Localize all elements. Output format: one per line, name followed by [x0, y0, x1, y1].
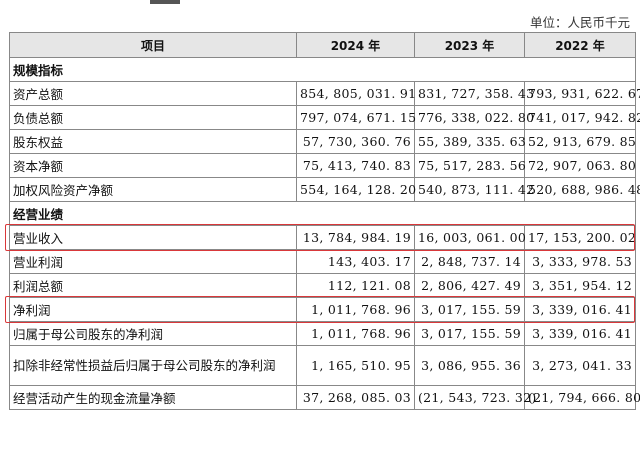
table-row: 股东权益 57, 730, 360. 76 55, 389, 335. 63 52, …	[9, 129, 636, 154]
table-row: 资本净额 75, 413, 740. 83 75, 517, 283. 56 72, …	[9, 153, 636, 178]
table-row: 扣除非经常性损益后归属于母公司股东的净利润 1, 165, 510. 95 3, 0…	[9, 345, 636, 386]
row-value: 520, 688, 986. 48	[524, 177, 640, 202]
row-value: (21, 794, 666. 80)	[524, 385, 640, 410]
header-2023: 2023 年	[414, 32, 525, 58]
row-label: 扣除非经常性损益后归属于母公司股东的净利润	[9, 345, 297, 386]
section-title: 经营业绩	[9, 201, 636, 226]
row-value: 3, 339, 016. 41	[524, 297, 636, 322]
row-value: 57, 730, 360. 76	[296, 129, 415, 154]
header-2024: 2024 年	[296, 32, 415, 58]
table-row: 净利润 1, 011, 768. 96 3, 017, 155. 59 3, 339,…	[9, 297, 636, 322]
row-value: (21, 543, 723. 32)	[414, 385, 536, 410]
row-label: 股东权益	[9, 129, 297, 154]
row-value: 3, 273, 041. 33	[524, 345, 636, 386]
row-value: 55, 389, 335. 63	[414, 129, 526, 154]
row-value: 3, 333, 978. 53	[524, 249, 636, 274]
row-value: 1, 011, 768. 96	[296, 297, 415, 322]
row-value: 3, 017, 155. 59	[414, 297, 525, 322]
table-header-row: 项目 2024 年 2023 年 2022 年	[9, 32, 636, 58]
row-value: 16, 003, 061. 00	[414, 225, 526, 250]
row-label: 资本净额	[9, 153, 297, 178]
row-value: 75, 413, 740. 83	[296, 153, 415, 178]
row-value: 13, 784, 984. 19	[296, 225, 415, 250]
row-value: 2, 806, 427. 49	[414, 273, 525, 298]
row-value: 17, 153, 200. 02	[524, 225, 636, 250]
table-row: 归属于母公司股东的净利润 1, 011, 768. 96 3, 017, 155. …	[9, 321, 636, 346]
row-value: 554, 164, 128. 20	[296, 177, 416, 202]
row-value: 3, 017, 155. 59	[414, 321, 525, 346]
row-value: 3, 351, 954. 12	[524, 273, 636, 298]
financial-indicators-table: 项目 2024 年 2023 年 2022 年 规模指标 资产总额 854, 805…	[9, 32, 640, 410]
table-row: 利润总额 112, 121. 08 2, 806, 427. 49 3, 351, 9…	[9, 273, 636, 298]
unit-label: 单位：人民币千元	[529, 15, 630, 30]
table-body: 规模指标 资产总额 854, 805, 031. 91 831, 727, 358. …	[9, 57, 640, 410]
row-value: 831, 727, 358. 43	[414, 81, 534, 106]
row-value: 1, 165, 510. 95	[296, 345, 415, 386]
row-value: 1, 011, 768. 96	[296, 321, 415, 346]
row-value: 3, 339, 016. 41	[524, 321, 636, 346]
table-row: 营业收入 13, 784, 984. 19 16, 003, 061. 00 17, …	[9, 225, 636, 250]
row-label: 营业利润	[9, 249, 297, 274]
row-label: 净利润	[9, 297, 297, 322]
row-value: 540, 873, 111. 42	[414, 177, 534, 202]
row-label: 资产总额	[9, 81, 297, 106]
row-label: 营业收入	[9, 225, 297, 250]
row-label: 负债总额	[9, 105, 297, 130]
row-value: 854, 805, 031. 91	[296, 81, 416, 106]
section-row: 规模指标	[9, 57, 636, 82]
row-label: 利润总额	[9, 273, 297, 298]
row-value: 741, 017, 942. 82	[524, 105, 640, 130]
row-value: 797, 074, 671. 15	[296, 105, 416, 130]
section-row: 经营业绩	[9, 201, 636, 226]
row-value: 72, 907, 063. 80	[524, 153, 636, 178]
section-title: 规模指标	[9, 57, 636, 82]
row-value: 776, 338, 022. 80	[414, 105, 534, 130]
table-row: 营业利润 143, 403. 17 2, 848, 737. 14 3, 333, 9…	[9, 249, 636, 274]
row-label: 加权风险资产净额	[9, 177, 297, 202]
row-value: 793, 931, 622. 67	[524, 81, 640, 106]
row-value: 2, 848, 737. 14	[414, 249, 525, 274]
row-value: 112, 121. 08	[296, 273, 415, 298]
row-value: 37, 268, 085. 03	[296, 385, 415, 410]
row-value: 52, 913, 679. 85	[524, 129, 636, 154]
row-value: 3, 086, 955. 36	[414, 345, 525, 386]
row-value: 143, 403. 17	[296, 249, 415, 274]
table-row: 加权风险资产净额 554, 164, 128. 20 540, 873, 111. …	[9, 177, 640, 202]
table-row: 经营活动产生的现金流量净额 37, 268, 085. 03 (21, 543, 7…	[9, 385, 640, 410]
row-value: 75, 517, 283. 56	[414, 153, 526, 178]
header-item: 项目	[9, 32, 297, 58]
row-label: 归属于母公司股东的净利润	[9, 321, 297, 346]
clipped-top-mark	[150, 0, 180, 4]
header-2022: 2022 年	[524, 32, 636, 58]
row-label: 经营活动产生的现金流量净额	[9, 385, 297, 410]
table-row: 资产总额 854, 805, 031. 91 831, 727, 358. 43 79…	[9, 81, 640, 106]
table-row: 负债总额 797, 074, 671. 15 776, 338, 022. 80 74…	[9, 105, 640, 130]
